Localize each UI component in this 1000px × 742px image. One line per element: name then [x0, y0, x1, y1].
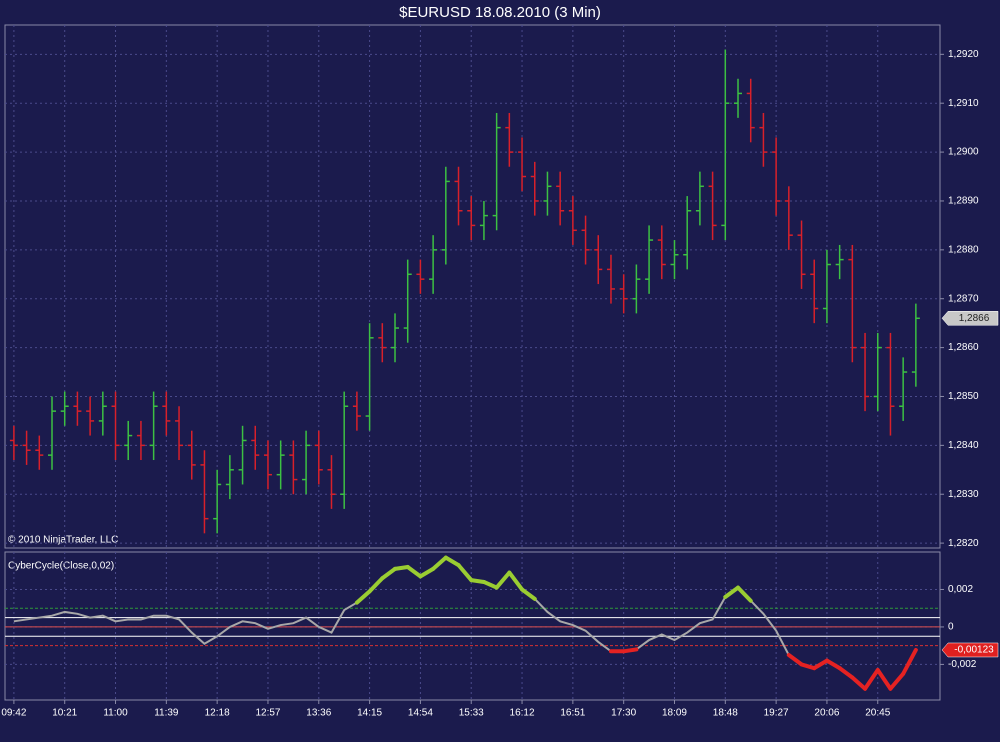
x-tick-label: 12:18 — [205, 708, 230, 719]
x-tick-label: 14:15 — [357, 708, 382, 719]
y-tick-label: 0,002 — [948, 584, 973, 595]
indicator-highlight — [431, 555, 448, 571]
indicator-highlight — [621, 647, 639, 654]
indicator-highlight — [469, 578, 486, 584]
x-tick-label: 14:54 — [408, 708, 433, 719]
indicator-highlight — [875, 668, 893, 691]
x-tick-label: 15:33 — [459, 708, 484, 719]
x-tick-label: 16:51 — [560, 708, 585, 719]
x-tick-label: 20:06 — [814, 708, 839, 719]
x-tick-label: 20:45 — [865, 708, 890, 719]
indicator-highlight — [494, 570, 512, 590]
indicator-highlight — [393, 564, 410, 571]
last-value-tag — [941, 311, 999, 326]
x-tick-label: 16:12 — [510, 708, 535, 719]
y-tick-label: 1,2900 — [948, 147, 979, 158]
x-tick-label: 10:21 — [52, 708, 77, 719]
indicator-highlight — [812, 658, 829, 671]
y-tick-label: 1,2910 — [948, 98, 979, 109]
x-tick-label: 12:57 — [255, 708, 280, 719]
indicator-highlight — [850, 675, 868, 691]
indicator-highlight — [418, 566, 436, 579]
indicator-highlight — [786, 653, 804, 667]
chart-title: $EURUSD 18.08.2010 (3 Min) — [399, 4, 601, 21]
y-tick-label: 1,2920 — [948, 49, 979, 60]
y-tick-label: 0 — [948, 622, 954, 633]
indicator-highlight — [888, 671, 906, 691]
indicator-highlight — [481, 579, 499, 590]
price-panel — [4, 24, 941, 549]
y-tick-label: 1,2890 — [948, 196, 979, 207]
last-value-label: 1,2866 — [959, 313, 990, 324]
x-tick-label: 11:00 — [103, 708, 128, 719]
x-tick-label: 13:36 — [306, 708, 331, 719]
indicator-panel — [4, 551, 941, 701]
last-value-label: -0,00123 — [954, 645, 994, 656]
indicator-highlight — [799, 662, 817, 671]
y-tick-label: -0,002 — [948, 659, 977, 670]
indicator-highlight — [863, 668, 880, 691]
y-tick-label: 1,2860 — [948, 342, 979, 353]
last-value-tag — [941, 642, 999, 658]
indicator-highlight — [507, 570, 525, 592]
x-tick-label: 11:39 — [154, 708, 179, 719]
indicator-highlight — [901, 647, 918, 676]
indicator-highlight — [380, 566, 398, 581]
y-tick-label: 1,2820 — [948, 538, 979, 549]
indicator-highlight — [824, 658, 842, 671]
x-tick-label: 19:27 — [764, 708, 789, 719]
y-tick-label: 1,2870 — [948, 293, 979, 304]
x-tick-label: 17:30 — [611, 708, 636, 719]
indicator-highlight — [837, 666, 855, 680]
indicator-title: CyberCycle(Close,0,02) — [8, 561, 114, 572]
y-tick-label: 1,2850 — [948, 391, 979, 402]
indicator-highlight — [456, 563, 474, 583]
copyright: © 2010 NinjaTrader, LLC — [8, 535, 118, 546]
x-tick-label: 09:42 — [1, 708, 26, 719]
indicator-highlight — [405, 564, 423, 579]
indicator-highlight — [367, 576, 385, 594]
y-tick-label: 1,2830 — [948, 489, 979, 500]
indicator-highlight — [443, 555, 461, 568]
x-tick-label: 18:09 — [662, 708, 687, 719]
x-tick-label: 18:48 — [713, 708, 738, 719]
indicator-highlight — [736, 585, 753, 603]
y-tick-label: 1,2880 — [948, 244, 979, 255]
y-tick-label: 1,2840 — [948, 440, 979, 451]
indicator-highlight — [520, 587, 537, 601]
indicator-highlight — [723, 585, 741, 599]
indicator-highlight — [354, 589, 372, 605]
